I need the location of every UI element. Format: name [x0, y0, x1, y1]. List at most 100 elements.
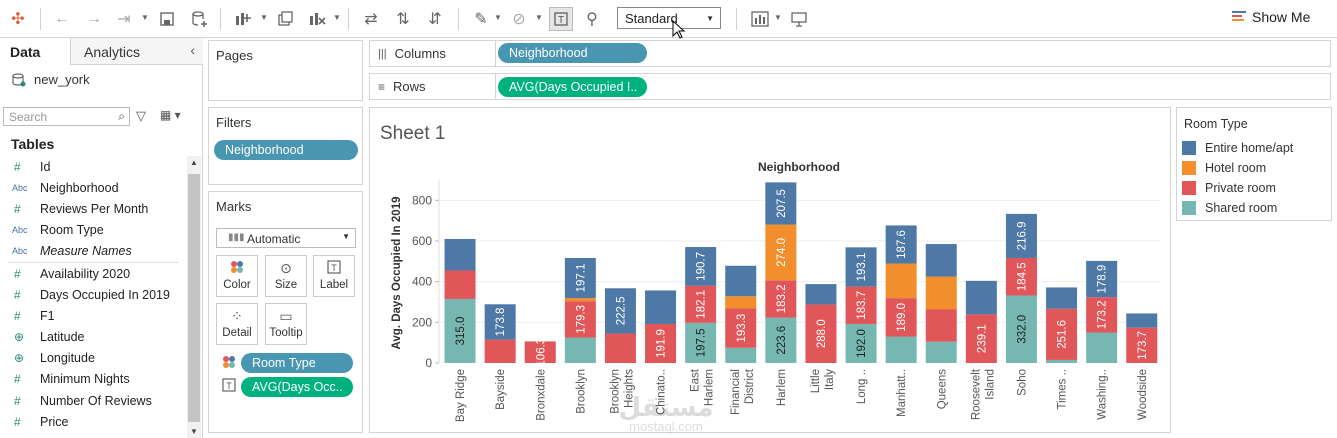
chart-title: Neighborhood: [758, 160, 840, 174]
filters-title: Filters: [216, 115, 252, 130]
size-button[interactable]: ⊙ Size: [265, 255, 307, 297]
x-tick-label: Island: [984, 369, 996, 400]
redo-history-icon[interactable]: ⇥: [117, 11, 131, 28]
swap-rows-columns-icon[interactable]: ⇄: [364, 11, 378, 28]
field-name: Latitude: [40, 330, 85, 345]
undo-icon[interactable]: ←: [54, 10, 70, 27]
x-tick-label: Roosevelt: [970, 368, 982, 420]
sheet-title[interactable]: Sheet 1: [380, 123, 446, 144]
field-item[interactable]: ⊕ Longitude: [0, 348, 186, 369]
legend-item[interactable]: Entire home/apt: [1182, 141, 1293, 155]
field-item[interactable]: # Minimum Nights: [0, 369, 186, 390]
data-label: 223.6: [776, 326, 788, 355]
chevron-down-icon[interactable]: ▼: [260, 13, 268, 22]
chevron-down-icon[interactable]: ▼: [494, 13, 502, 22]
field-item[interactable]: # Id: [0, 156, 186, 177]
field-item[interactable]: # Reviews Per Month: [0, 198, 186, 219]
datasource-item[interactable]: new_york: [12, 72, 90, 87]
number-type-icon: #: [14, 287, 21, 302]
scroll-up-icon[interactable]: ▲: [190, 158, 198, 167]
data-label: 106.3: [535, 338, 547, 367]
tableau-logo-icon[interactable]: ✣: [11, 11, 25, 28]
mark-type-select[interactable]: ▮▮▮ Automatic ▼: [216, 228, 356, 248]
legend-item[interactable]: Hotel room: [1182, 161, 1266, 175]
field-item[interactable]: Abc Room Type: [0, 220, 186, 241]
fit-select-value: Standard: [625, 11, 678, 26]
rows-shelf[interactable]: ≡ Rows AVG(Days Occupied I..: [369, 73, 1331, 100]
new-datasource-icon[interactable]: [187, 7, 211, 31]
color-legend[interactable]: Room Type Entire home/apt Hotel room Priva…: [1176, 107, 1332, 221]
redo-icon[interactable]: →: [86, 10, 102, 27]
x-tick-label: Financial: [730, 369, 742, 415]
chevron-down-icon[interactable]: ▼: [141, 13, 149, 22]
field-item[interactable]: # Number Of Reviews: [0, 390, 186, 411]
save-icon[interactable]: [155, 7, 179, 31]
label-encoding-icon: T: [222, 378, 236, 397]
rows-shelf-label: ≡ Rows: [370, 74, 496, 99]
color-icon: [217, 260, 257, 278]
show-mark-labels-icon[interactable]: T: [549, 7, 573, 31]
chevron-down-icon[interactable]: ▼: [333, 13, 341, 22]
marks-pill-avg-days[interactable]: AVG(Days Occ..: [241, 377, 353, 397]
field-item[interactable]: # F1: [0, 305, 186, 326]
clear-sheet-icon[interactable]: [305, 7, 329, 31]
collapse-pane-icon[interactable]: ‹: [190, 42, 195, 58]
group-members-icon[interactable]: ⊘: [512, 11, 526, 28]
columns-pill-neighborhood[interactable]: Neighborhood: [498, 43, 647, 63]
rows-pill-avg-days[interactable]: AVG(Days Occupied I..: [498, 77, 647, 97]
sort-descending-icon[interactable]: ⇵: [428, 11, 442, 28]
field-item[interactable]: Abc Measure Names: [0, 241, 186, 262]
new-worksheet-icon[interactable]: [231, 7, 255, 31]
data-label: 332.0: [1016, 315, 1028, 344]
tooltip-button[interactable]: ▭ Tooltip: [265, 303, 307, 345]
filters-card[interactable]: Filters Neighborhood: [208, 107, 363, 185]
legend-item[interactable]: Private room: [1182, 181, 1276, 195]
highlight-icon[interactable]: ✎: [474, 11, 488, 28]
bar-segment: [444, 270, 476, 299]
label-button[interactable]: T Label: [313, 255, 355, 297]
search-icon: ⌕: [118, 109, 125, 123]
scroll-down-icon[interactable]: ▼: [190, 427, 198, 436]
marks-pill-room-type[interactable]: Room Type: [241, 353, 353, 373]
x-tick-label: Bayside: [495, 369, 507, 410]
data-label: 216.9: [1016, 222, 1028, 251]
data-label: 193.3: [736, 314, 748, 343]
field-item[interactable]: # Price: [0, 411, 186, 432]
columns-shelf[interactable]: ||| Columns Neighborhood: [369, 40, 1331, 67]
columns-icon: |||: [378, 47, 387, 60]
color-button[interactable]: Color: [216, 255, 258, 297]
presentation-icon[interactable]: [787, 7, 811, 31]
chevron-down-icon[interactable]: ▼: [535, 13, 543, 22]
tab-analytics[interactable]: Analytics ‹: [70, 38, 203, 65]
duplicate-icon[interactable]: [273, 7, 297, 31]
field-item[interactable]: # Days Occupied In 2019: [0, 284, 186, 305]
x-tick-label: Woodside: [1137, 369, 1149, 420]
filter-icon[interactable]: ▽: [136, 108, 146, 123]
tab-data[interactable]: Data: [0, 38, 70, 65]
field-item[interactable]: Abc Neighborhood: [0, 177, 186, 198]
search-input[interactable]: Search ⌕: [3, 107, 130, 126]
bar-segment: [564, 337, 596, 363]
sort-ascending-icon[interactable]: ⇅: [396, 11, 410, 28]
bar-segment: [1086, 260, 1118, 298]
field-item[interactable]: # Availability 2020: [0, 263, 186, 284]
legend-item[interactable]: Shared room: [1182, 201, 1277, 215]
pin-icon[interactable]: ⚲: [586, 11, 598, 28]
show-me-button[interactable]: Show Me: [1232, 9, 1310, 25]
color-label: Color: [223, 279, 251, 291]
chevron-down-icon[interactable]: ▼: [774, 13, 782, 22]
fit-select[interactable]: Standard ▼: [617, 7, 721, 29]
pages-card[interactable]: Pages: [208, 40, 363, 101]
bar-segment: [1086, 332, 1118, 363]
data-label: 193.1: [856, 253, 868, 282]
field-list-scrollbar[interactable]: ▲ ▼: [187, 156, 201, 438]
data-label: 197.5: [696, 329, 708, 358]
view-options-icon[interactable]: ▦ ▾: [160, 108, 181, 122]
filter-pill-neighborhood[interactable]: Neighborhood: [214, 140, 358, 160]
field-item[interactable]: ⊕ Latitude: [0, 327, 186, 348]
string-type-icon: Abc: [12, 225, 28, 236]
scroll-thumb[interactable]: [188, 174, 200, 422]
detail-button[interactable]: ⁘ Detail: [216, 303, 258, 345]
fit-icon[interactable]: [748, 7, 772, 31]
toolbar-separator: [40, 8, 41, 30]
